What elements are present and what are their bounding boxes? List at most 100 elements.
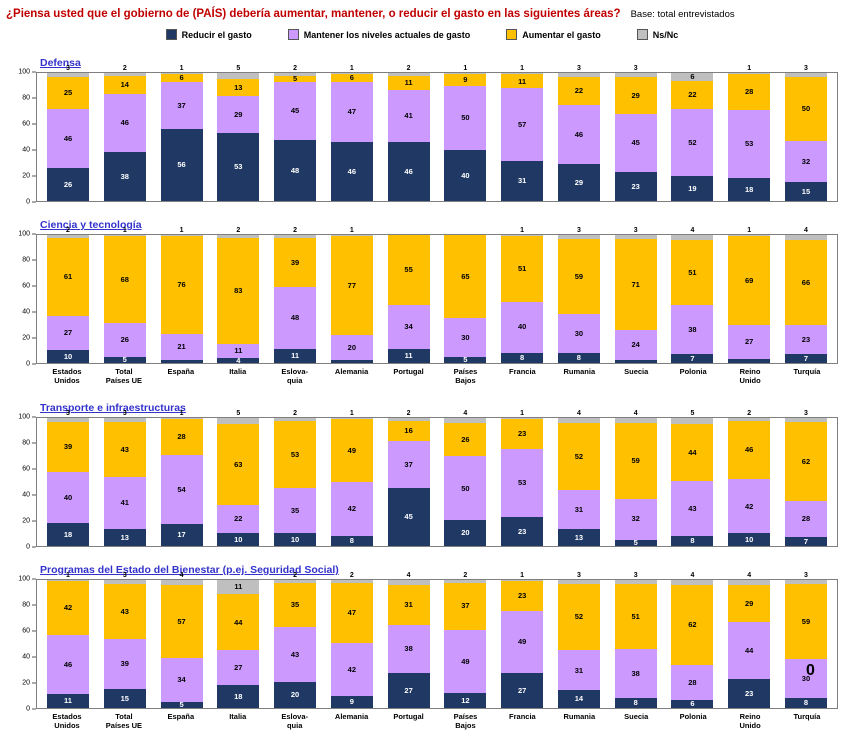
plot-row-transporte: 100 80 60 40 20 0 3 39 40 18 3 43 41 13 1 28 54 17 5 63 22 1… — [6, 410, 838, 551]
segment-reducir: 5 — [103, 356, 146, 363]
bar-reino-unido: 1 28 53 18 — [728, 65, 771, 201]
y-axis-transporte: 100 80 60 40 20 0 — [6, 414, 36, 551]
segment-nsnc — [557, 235, 600, 239]
segment-reducir: 46 — [330, 142, 373, 201]
y-tick-label: 0 — [26, 705, 30, 713]
segment-nsnc — [217, 418, 260, 425]
segment-mantener: 31 — [557, 650, 600, 691]
segment-nsnc — [614, 235, 657, 239]
segment-aumentar: 43 — [103, 583, 146, 639]
segment-mantener: 29 — [217, 96, 260, 134]
segment-aumentar: 51 — [501, 236, 544, 302]
country-label: Estados Unidos — [52, 367, 82, 385]
segment-mantener: 53 — [501, 448, 544, 517]
legend-label-nsnc: Ns/Nc — [652, 29, 679, 40]
bar-suecia: 3 29 45 23 — [614, 65, 657, 201]
y-tick-mark — [32, 682, 36, 684]
segment-reducir: 8 — [784, 697, 827, 708]
segment-aumentar: 61 — [47, 237, 89, 316]
y-tick-label: 100 — [18, 230, 30, 238]
segment-mantener: 27 — [728, 324, 771, 360]
segment-mantener: 20 — [330, 334, 373, 361]
bar-rumania: 3 22 46 29 — [557, 65, 600, 201]
segment-mantener: 46 — [103, 93, 146, 153]
segment-reducir: 27 — [501, 673, 544, 708]
y-tick-mark — [32, 630, 36, 632]
legend-item-reducir: Reducir el gasto — [165, 29, 252, 40]
segment-mantener: 39 — [103, 638, 146, 689]
bar-turqu-a: 4 66 23 7 — [784, 227, 827, 363]
y-tick-mark — [32, 311, 36, 313]
segment-reducir — [330, 360, 373, 363]
y-tick-mark — [32, 175, 36, 177]
bar-pa-ses-bajos: 2 37 49 12 — [444, 572, 487, 708]
country-label: Francia — [509, 712, 536, 721]
header: ¿Piensa usted que el gobierno de (PAÍS) … — [6, 8, 838, 20]
bar-francia: 1 23 49 27 — [501, 572, 544, 708]
panel-defensa: Defensa 100 80 60 40 20 0 3 25 46 26 2 14 46 38 1 6 37 5… — [6, 53, 838, 206]
segment-nsnc — [557, 580, 600, 584]
segment-aumentar: 44 — [671, 424, 714, 481]
segment-aumentar: 35 — [274, 582, 317, 628]
nsnc-value-label: 2 — [747, 410, 752, 417]
legend-item-nsnc: Ns/Nc — [636, 29, 679, 40]
segment-aumentar: 23 — [501, 419, 544, 449]
segment-reducir: 8 — [671, 535, 714, 546]
nsnc-value-label: 2 — [122, 65, 127, 72]
y-tick-label: 80 — [22, 256, 30, 264]
y-tick-mark — [32, 233, 36, 235]
country-label: Reino Unido — [739, 367, 761, 385]
nsnc-value-label: 1 — [520, 572, 525, 579]
nsnc-value-label: 1 — [520, 410, 525, 417]
y-tick-mark — [32, 363, 36, 365]
segment-nsnc — [387, 418, 430, 421]
bar-suecia: 4 59 32 5 — [614, 410, 657, 546]
segment-mantener: 42 — [330, 642, 373, 697]
panel-bienestar: Programas del Estado del Bienestar (p.ej… — [6, 560, 838, 730]
country-label: Reino Unido — [739, 712, 761, 730]
country-label: Polonia — [679, 367, 707, 376]
y-tick-label: 20 — [22, 172, 30, 180]
y-axis-ciencia: 100 80 60 40 20 0 — [6, 230, 36, 368]
y-tick-label: 80 — [22, 94, 30, 102]
segment-nsnc — [103, 73, 146, 76]
segment-aumentar: 52 — [557, 583, 600, 651]
nsnc-value-label: 3 — [66, 410, 70, 417]
bar-italia: 2 83 11 4 — [217, 227, 260, 363]
segment-mantener: 52 — [671, 109, 714, 177]
segment-aumentar: 11 — [387, 75, 430, 90]
nsnc-value-label: 3 — [633, 65, 638, 72]
segment-mantener: 26 — [103, 323, 146, 357]
legend: Reducir el gasto Mantener los niveles ac… — [6, 29, 838, 40]
segment-reducir: 8 — [330, 535, 373, 546]
segment-mantener: 31 — [557, 489, 600, 530]
bar-eslovaquia: 2 39 48 11 — [274, 227, 317, 363]
legend-label-mantener: Mantener los niveles actuales de gasto — [303, 29, 471, 40]
y-tick-label: 80 — [22, 439, 30, 447]
segment-reducir: 40 — [444, 149, 487, 201]
segment-nsnc — [274, 418, 317, 421]
segment-aumentar: 42 — [47, 581, 89, 636]
segment-nsnc — [444, 580, 487, 583]
segment-reducir: 5 — [160, 701, 203, 708]
segment-reducir: 14 — [557, 690, 600, 708]
bar-polonia: 4 62 28 6 — [671, 572, 714, 708]
segment-reducir: 18 — [217, 684, 260, 708]
segment-nsnc — [387, 580, 430, 586]
country-label: Polonia — [679, 712, 707, 721]
segment-nsnc — [784, 235, 827, 241]
y-tick-label: 60 — [22, 120, 30, 128]
y-tick-label: 0 — [26, 543, 30, 551]
segment-reducir: 13 — [557, 529, 600, 546]
segment-mantener: 28 — [671, 664, 714, 701]
segment-reducir: 10 — [728, 533, 771, 546]
country-label: Suecia — [624, 367, 649, 376]
segment-aumentar: 51 — [614, 583, 657, 650]
bar-pa-ses-bajos: 65 30 5 — [444, 235, 487, 363]
y-tick-mark — [32, 442, 36, 444]
country-label: Alemania — [334, 712, 369, 721]
bar-reino-unido: 4 29 44 23 — [728, 572, 771, 708]
y-tick-label: 60 — [22, 282, 30, 290]
nsnc-value-label: 2 — [293, 572, 298, 579]
nsnc-value-label: 3 — [576, 65, 581, 72]
